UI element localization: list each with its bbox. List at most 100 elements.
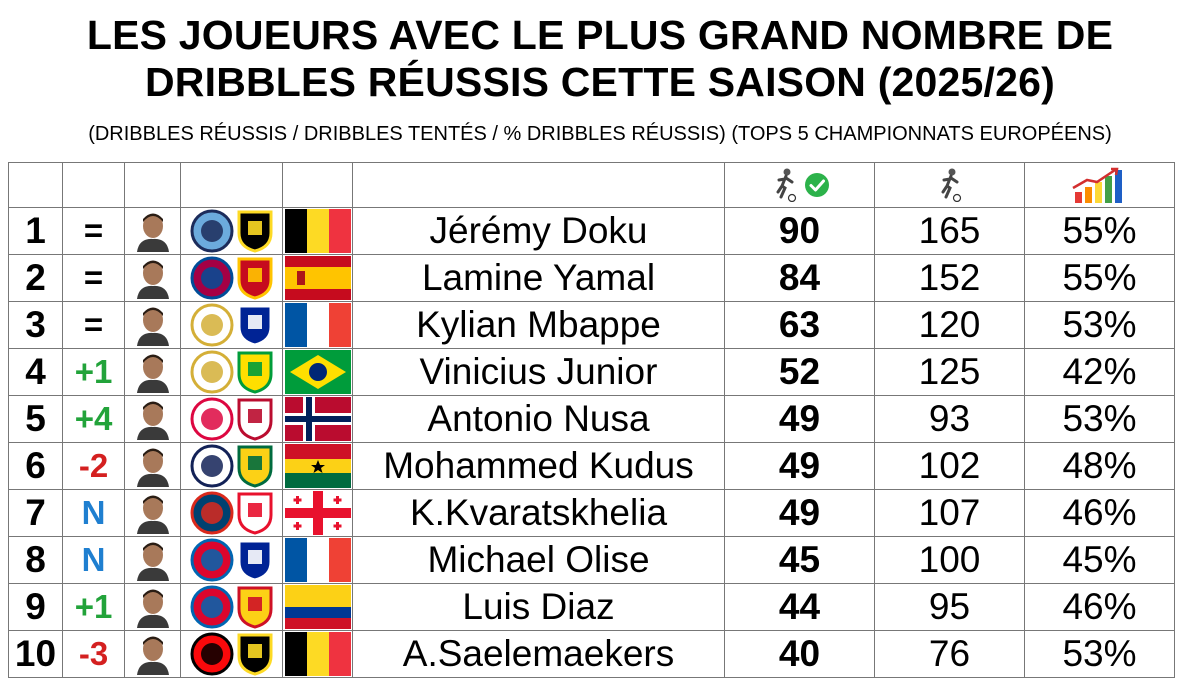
- success-percentage: 55%: [1024, 207, 1175, 255]
- rank-change: N: [62, 536, 125, 584]
- attempted-dribbles: 100: [874, 536, 1025, 584]
- successful-dribbles: 49: [724, 442, 875, 490]
- fc-barcelona-crest: [190, 256, 233, 300]
- success-percentage: 53%: [1024, 301, 1175, 349]
- photo-cell: [124, 583, 181, 631]
- player-name: Kylian Mbappe: [352, 301, 725, 349]
- belgium-flag: [284, 209, 351, 253]
- psg-crest: [190, 491, 233, 535]
- attempted-dribbles: 152: [874, 254, 1025, 302]
- rank-change: -2: [62, 442, 125, 490]
- header-change: [62, 162, 125, 208]
- flag-cell: [282, 301, 353, 349]
- badges-cell: [180, 348, 283, 396]
- france-badge: [237, 539, 272, 582]
- brazil-flag: [284, 350, 351, 394]
- table-row: 9 +1 Luis Diaz 44 95 46%: [8, 583, 1175, 631]
- attempted-dribbles: 102: [874, 442, 1025, 490]
- spain-badge: [237, 257, 272, 300]
- badges-cell: [180, 254, 283, 302]
- attempted-dribbles: 125: [874, 348, 1025, 396]
- page-title: LES JOUEURS AVEC LE PLUS GRAND NOMBRE DE…: [0, 12, 1200, 106]
- attempted-dribbles: 165: [874, 207, 1025, 255]
- real-madrid-crest: [190, 350, 233, 394]
- rank-cell: 5: [8, 395, 63, 443]
- flag-cell: [282, 395, 353, 443]
- header-rank: [8, 162, 63, 208]
- success-percentage: 45%: [1024, 536, 1175, 584]
- success-percentage: 53%: [1024, 630, 1175, 678]
- ghana-flag: [284, 444, 351, 488]
- belgium-flag: [284, 632, 351, 676]
- belgium-badge: [237, 633, 272, 676]
- colombia-badge: [237, 586, 272, 629]
- georgia-flag: [284, 491, 351, 535]
- badges-cell: [180, 301, 283, 349]
- ranking-table: 1 = Jérémy Doku 90 165 55% 2 = Lamine Yamal 84 152…: [8, 162, 1175, 678]
- success-percentage: 48%: [1024, 442, 1175, 490]
- successful-dribbles: 52: [724, 348, 875, 396]
- rank-change: =: [62, 301, 125, 349]
- flag-cell: [282, 348, 353, 396]
- flag-cell: [282, 207, 353, 255]
- rank-cell: 1: [8, 207, 63, 255]
- successful-dribbles: 49: [724, 395, 875, 443]
- france-flag: [284, 538, 351, 582]
- success-percentage: 46%: [1024, 489, 1175, 537]
- successful-dribbles: 63: [724, 301, 875, 349]
- photo-cell: [124, 207, 181, 255]
- flag-cell: [282, 583, 353, 631]
- attempted-dribbles: 76: [874, 630, 1025, 678]
- page-subtitle: (DRIBBLES RÉUSSIS / DRIBBLES TENTÉS / % …: [88, 123, 1112, 145]
- rank-change: N: [62, 489, 125, 537]
- norway-badge: [237, 398, 272, 441]
- table-row: 2 = Lamine Yamal 84 152 55%: [8, 254, 1175, 302]
- badges-cell: [180, 630, 283, 678]
- norway-flag: [284, 397, 351, 441]
- rank-cell: 7: [8, 489, 63, 537]
- player-name: Michael Olise: [352, 536, 725, 584]
- player-name: K.Kvaratskhelia: [352, 489, 725, 537]
- rank-change: +1: [62, 348, 125, 396]
- badges-cell: [180, 207, 283, 255]
- rank-cell: 4: [8, 348, 63, 396]
- attempted-dribbles: 93: [874, 395, 1025, 443]
- player-photo: [136, 448, 169, 487]
- title-line-2: DRIBBLES RÉUSSIS CETTE SAISON (2025/26): [144, 59, 1056, 105]
- photo-cell: [124, 442, 181, 490]
- player-photo: [136, 495, 169, 534]
- successful-dribbles: 40: [724, 630, 875, 678]
- real-madrid-crest: [190, 303, 233, 347]
- georgia-badge: [237, 492, 272, 535]
- flag-cell: [282, 489, 353, 537]
- successful-dribbles: 44: [724, 583, 875, 631]
- badges-cell: [180, 583, 283, 631]
- photo-cell: [124, 301, 181, 349]
- rank-cell: 6: [8, 442, 63, 490]
- photo-cell: [124, 630, 181, 678]
- header-photo: [124, 162, 181, 208]
- attempted-dribbles: 95: [874, 583, 1025, 631]
- check-icon: [804, 173, 829, 197]
- table-row: 4 +1 Vinicius Junior 52 125 42%: [8, 348, 1175, 396]
- flag-cell: [282, 536, 353, 584]
- photo-cell: [124, 348, 181, 396]
- france-flag: [284, 303, 351, 347]
- ac-milan-crest: [190, 632, 233, 676]
- header-successful: [724, 162, 875, 208]
- ghana-badge: [237, 445, 272, 488]
- table-row: 8 N Michael Olise 45 100 45%: [8, 536, 1175, 584]
- dribbler-icon: [776, 168, 796, 202]
- rank-change: -3: [62, 630, 125, 678]
- manchester-city-crest: [190, 209, 233, 253]
- header-badges: [180, 162, 283, 208]
- table-row: 10 -3 A.Saelemaekers 40 76 53%: [8, 630, 1175, 678]
- rank-change: =: [62, 254, 125, 302]
- rank-change: +4: [62, 395, 125, 443]
- colombia-flag: [284, 585, 351, 629]
- table-row: 7 N K.Kvaratskhelia 49 107 46%: [8, 489, 1175, 537]
- france-badge: [237, 304, 272, 347]
- player-photo: [136, 307, 169, 346]
- player-photo: [136, 354, 169, 393]
- player-photo: [136, 401, 169, 440]
